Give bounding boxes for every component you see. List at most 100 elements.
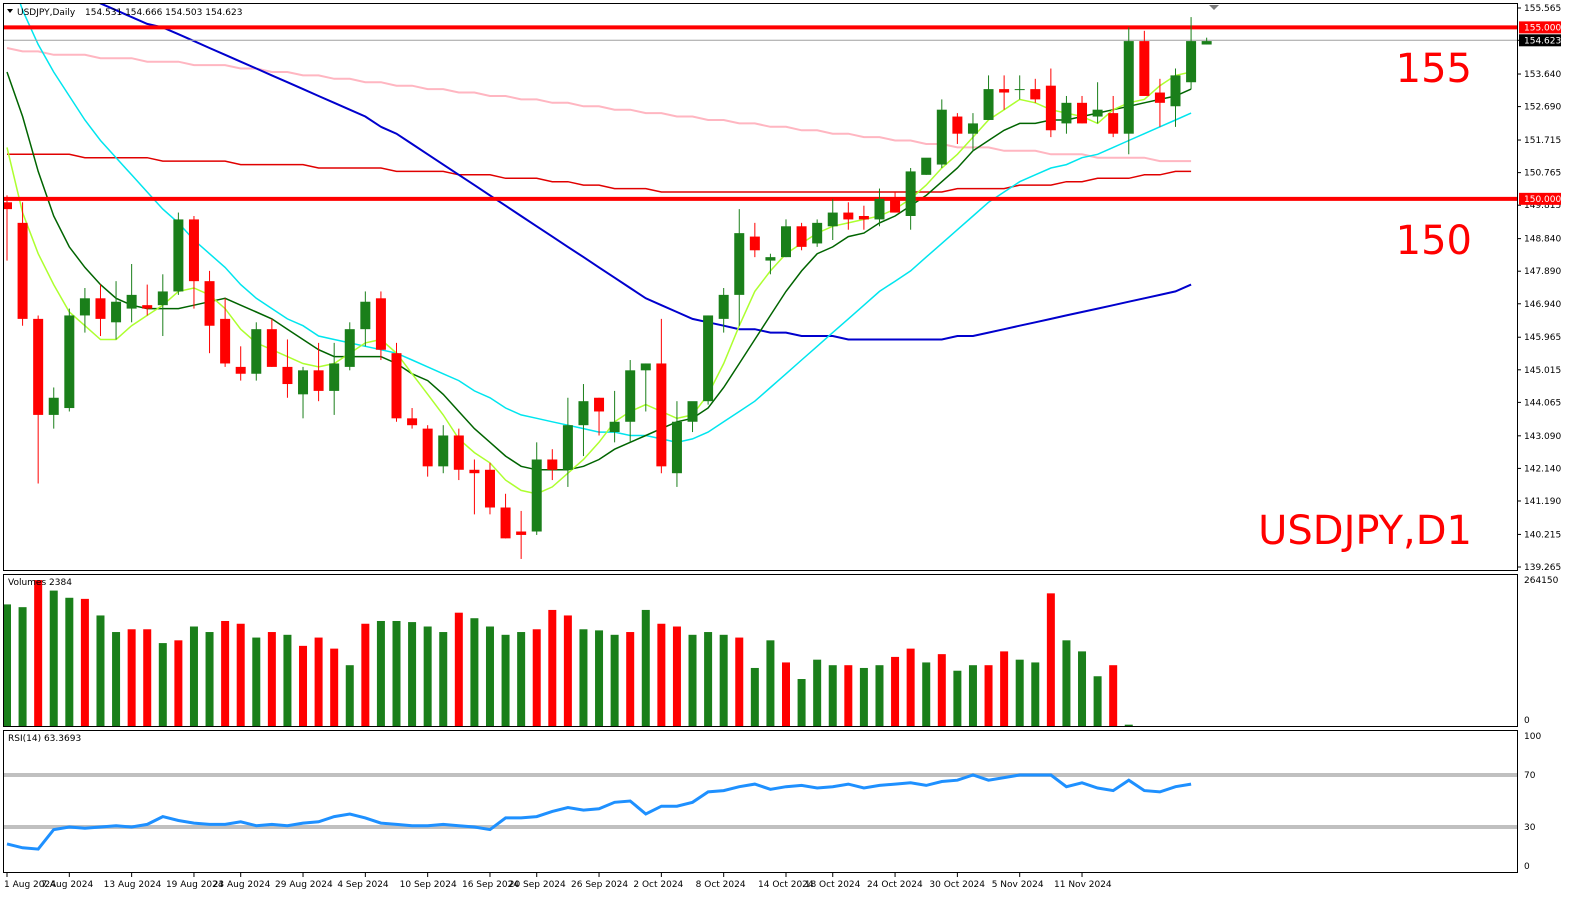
price-tick-label: 141.190 [1524, 497, 1561, 507]
time-tick-label: 7 Aug 2024 [41, 880, 93, 890]
volume-bar [80, 598, 89, 726]
candle-body [79, 298, 90, 316]
candle-body [687, 401, 698, 422]
candle-body [905, 171, 916, 216]
hline-price-box-label: 150.000 [1524, 195, 1561, 205]
candle-body [422, 428, 433, 467]
candle-body [625, 370, 636, 422]
price-pane [3, 3, 1518, 571]
volume-bar [65, 597, 74, 726]
volume-bar [392, 620, 401, 726]
volume-bar [376, 620, 385, 726]
volume-bar [595, 630, 604, 726]
candle-body [298, 370, 309, 395]
candle-body [375, 298, 386, 350]
time-tick-label: 23 Aug 2024 [213, 880, 271, 890]
price-tick-label: 139.265 [1524, 563, 1561, 573]
time-tick-label: 30 Oct 2024 [929, 880, 985, 890]
volume-bar [548, 609, 557, 726]
candle-body [500, 507, 511, 539]
volume-bar [579, 629, 588, 726]
volume-bar [236, 623, 245, 726]
volume-bar [735, 637, 744, 726]
candle-body [266, 329, 277, 367]
candle-body [967, 123, 978, 134]
candle-body [749, 236, 760, 251]
time-tick-label: 1 Aug 2024 [4, 880, 56, 890]
time-tick-label: 5 Nov 2024 [992, 880, 1044, 890]
candle-body [1108, 113, 1119, 134]
volume-bar [485, 626, 494, 726]
volume-bar [221, 620, 230, 726]
volume-bar [454, 612, 463, 726]
chart-shift-marker-icon[interactable] [1209, 5, 1219, 10]
price-tick-label: 143.090 [1524, 432, 1561, 442]
volume-bar [688, 634, 697, 726]
candle-body [562, 425, 573, 470]
candle-body [1201, 41, 1212, 45]
volume-bar [844, 665, 853, 726]
candle-body [1061, 102, 1072, 124]
price-tick-label: 147.890 [1524, 267, 1561, 277]
candle-body [1123, 41, 1134, 134]
volume-bar [657, 623, 666, 726]
volume-bar [766, 640, 775, 726]
volume-bar [1093, 676, 1102, 726]
candle-body [407, 418, 418, 426]
candle-body [4, 202, 12, 210]
rsi-pane [3, 730, 1518, 873]
candle-body [33, 318, 44, 415]
price-tick-label: 145.015 [1524, 366, 1561, 376]
volume-bar [267, 632, 276, 726]
candle-body [578, 401, 589, 426]
time-tick-label: 26 Sep 2024 [571, 880, 628, 890]
volume-bar [672, 626, 681, 726]
volume-bar [813, 659, 822, 726]
candle-body [921, 157, 932, 175]
sma_red-line [7, 153, 1192, 193]
candle-body [890, 198, 901, 213]
price-tick-label: 149.815 [1524, 201, 1561, 211]
volume-bar [96, 615, 105, 726]
candle-body [936, 109, 947, 165]
volume-bar [361, 623, 370, 726]
candle-body [126, 294, 137, 309]
volume-bar [610, 634, 619, 726]
candle-body [781, 226, 791, 258]
candle-body [640, 363, 651, 371]
volume-bar [750, 667, 759, 726]
rsi-line [6, 773, 1192, 851]
candle-body [858, 215, 869, 220]
candle-body [344, 329, 355, 367]
volume-bar [875, 665, 884, 726]
candle-body [1045, 85, 1056, 131]
hline-price-box [1519, 21, 1561, 34]
volume-bar [782, 662, 790, 726]
volume-bar [517, 632, 526, 726]
volume-bar [719, 634, 728, 726]
volume-bar [34, 580, 43, 726]
rsi-tick-label: 0 [1524, 862, 1530, 872]
candle-body [111, 301, 122, 323]
volume-bar [1015, 659, 1024, 726]
volume-tick-label: 264150 [1524, 576, 1559, 586]
price-tick-label: 146.940 [1524, 300, 1561, 310]
rsi-label: RSI(14) 63.3693 [8, 734, 81, 744]
collapse-triangle-icon[interactable] [7, 9, 13, 13]
candle-body [1139, 41, 1150, 96]
volume-bar [906, 648, 915, 726]
volume-bar [408, 622, 417, 726]
candle-body [656, 363, 667, 467]
candle-body [391, 353, 402, 419]
candle-body [188, 219, 199, 282]
volume-bar [1046, 593, 1055, 726]
candle-body [1092, 109, 1103, 117]
volume-bar [626, 632, 635, 726]
price-tick-label: 152.690 [1524, 103, 1561, 113]
candle-body [983, 89, 994, 120]
volume-bar [704, 632, 713, 726]
level-150-label: 150 [1396, 218, 1472, 264]
time-tick-label: 8 Oct 2024 [696, 880, 746, 890]
price-tick-label: 148.840 [1524, 235, 1561, 245]
time-tick-label: 4 Sep 2024 [337, 880, 389, 890]
